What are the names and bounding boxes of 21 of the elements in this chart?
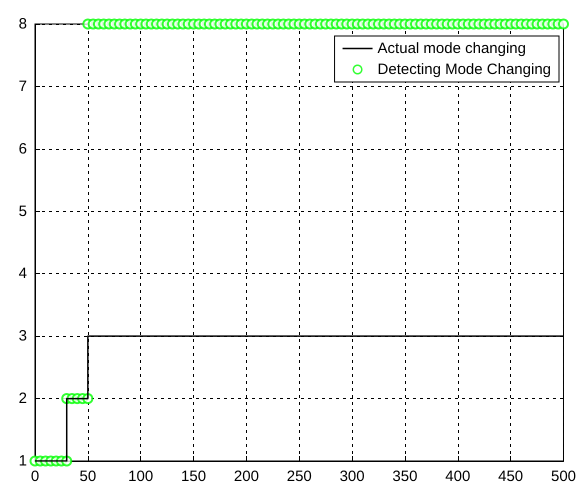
x-tick-label: 200 [234,468,259,485]
y-tick-label: 2 [18,390,27,408]
x-tick-label: 0 [30,468,40,485]
x-tick-label: 100 [128,468,154,485]
legend-label: Actual mode changing [378,40,526,57]
x-tick-label: 350 [392,468,418,485]
x-tick-label: 500 [550,468,576,485]
x-tick-label: 300 [340,468,365,485]
y-tick-label: 1 [18,452,27,470]
x-tick-label: 400 [445,468,470,485]
y-tick-label: 7 [18,78,27,95]
y-tick-label: 3 [18,328,27,345]
legend-label: Detecting Mode Changing [378,61,552,78]
x-tick-label: 50 [80,468,96,485]
x-tick-label: 150 [181,468,206,485]
y-tick-label: 5 [18,202,27,220]
y-tick-label: 6 [18,140,27,158]
x-tick-label: 250 [286,468,312,485]
x-tick-label: 450 [498,468,524,485]
y-tick-label: 8 [18,16,27,32]
y-tick-label: 4 [18,265,27,282]
